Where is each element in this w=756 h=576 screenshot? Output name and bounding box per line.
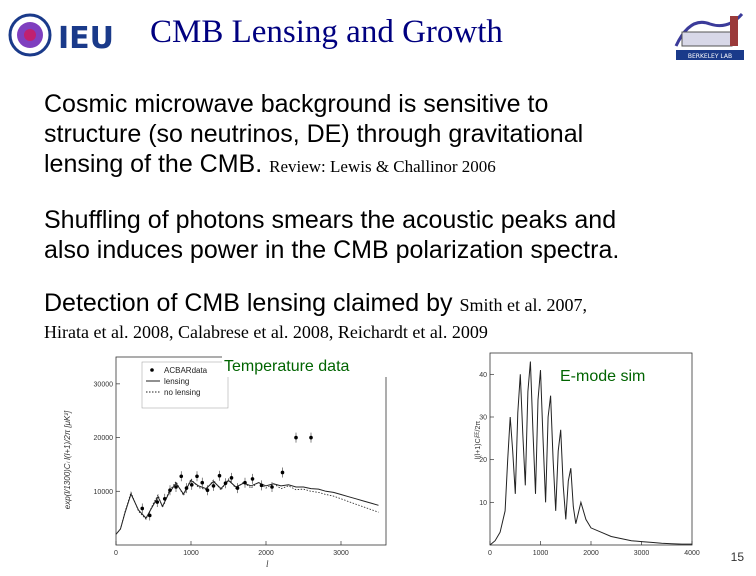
temperature-data-point [250,477,255,481]
temperature-data-point [235,486,240,490]
p3-line1: Detection of CMB lensing claimed by [44,289,453,317]
p1-line2: structure (so neutrinos, DE) through gra… [44,120,584,148]
emode-x-tick-label: 0 [488,550,492,557]
temperature-chart: exp(l/1300)Cₗ l(l+1)/2π [μK²] 0 1000 2000 3… [56,345,396,575]
temperature-data-point [189,483,194,487]
temperature-chart-svg: exp(l/1300)Cₗ l(l+1)/2π [μK²] 0 1000 2000 3… [63,353,388,569]
temperature-data-point [217,473,222,478]
legend-entry: lensing [164,377,189,386]
temperature-x-tick-label: 2000 [258,550,274,557]
emode-x-tick-label: 4000 [684,550,700,557]
emode-chart-svg: l(l+1)Cₗᴱᴱ/2π 0 1000 2000 3000 400010203040 … [475,352,700,557]
temperature-data-point [309,435,313,440]
temperature-data-point [259,483,264,488]
temperature-data-point [280,470,285,475]
temperature-legend-box [141,361,229,409]
temperature-data-point [205,488,210,493]
berkeley-lab-logo: BERKELEY LAB [670,6,750,71]
emode-y-tick-label: 20 [479,457,487,464]
p2-line1: Shuffling of photons smears the acoustic… [44,206,617,234]
paragraph-photon-shuffling: Shuffling of photons smears the acoustic… [44,205,619,265]
temperature-data-point [229,476,234,480]
temperature-y-tick-label: 20000 [94,435,114,442]
p1-line3-wrap: lensing of the CMB. Review: Lewis & Chal… [44,149,583,182]
temperature-data-point [155,500,160,504]
temperature-data-point [294,435,298,440]
emode-x-tick-label: 3000 [634,550,650,557]
emode-x-tick-label: 1000 [533,550,549,557]
temperature-x-axis-label: l [266,559,269,569]
emode-y-tick-label: 40 [479,372,487,379]
p3-reference-smith: Smith et al. 2007, [459,295,587,315]
temperature-data-point [195,474,199,479]
temperature-data-point [270,485,274,489]
p2-line2: also induces power in the CMB polarizati… [44,236,620,264]
legend-entry: no lensing [164,388,200,397]
legend-entry: ACBARdata [164,366,208,375]
legend-marker-points [150,368,154,372]
page-title: CMB Lensing and Growth [150,14,503,50]
temperature-chart-title: Temperature data [224,358,350,375]
temperature-x-tick-label: 0 [114,550,118,557]
paragraph-detection: Detection of CMB lensing claimed by Smit… [44,288,587,320]
temperature-y-tick-label: 30000 [94,381,114,388]
temperature-data-point [243,480,247,485]
temperature-data-point [223,481,228,486]
temperature-data-point [184,486,189,490]
temperature-x-tick-label: 1000 [183,550,199,557]
p3-references-line: Hirata et al. 2008, Calabrese et al. 200… [44,322,488,342]
temperature-series-no-lensing [115,478,379,535]
temperature-data-point [140,506,145,511]
emode-chart: l(l+1)Cₗᴱᴱ/2π 0 1000 2000 3000 4000 10 20 30 40 … [470,345,710,565]
temperature-data-point [200,480,205,485]
temperature-data-point [147,513,152,518]
emode-x-tick-label: 2000 [583,550,599,557]
temperature-series-lensing [115,479,379,535]
paragraph-lensing-intro: Cosmic microwave background is sensitive… [44,89,583,182]
temperature-data-point [168,488,172,493]
temperature-data-point [211,484,216,488]
emode-y-tick-label: 30 [479,415,487,422]
berkeley-lab-logo-text: BERKELEY LAB [688,53,732,60]
temperature-data-point [174,485,178,489]
temperature-data-point [162,497,167,501]
temperature-y-tick-label: 10000 [94,489,114,496]
p1-reference: Review: Lewis & Challinor 2006 [269,157,496,176]
slide-number: 15 [730,550,744,564]
emode-chart-title: E-mode sim [560,368,645,385]
ieu-logo-text: IEU [58,21,114,56]
temperature-y-axis-label: exp(l/1300)Cₗ l(l+1)/2π [μK²] [63,410,72,509]
emode-y-tick-label: 10 [479,500,487,507]
temperature-x-tick-label: 3000 [333,550,349,557]
temperature-data-point [179,474,184,479]
p1-line1: Cosmic microwave background is sensitive… [44,90,549,118]
p1-line3: lensing of the CMB. [44,150,263,178]
emode-series-0 [489,361,692,546]
emode-y-axis-label: l(l+1)Cₗᴱᴱ/2π [475,421,482,460]
ieu-logo: IEU [6,10,126,65]
